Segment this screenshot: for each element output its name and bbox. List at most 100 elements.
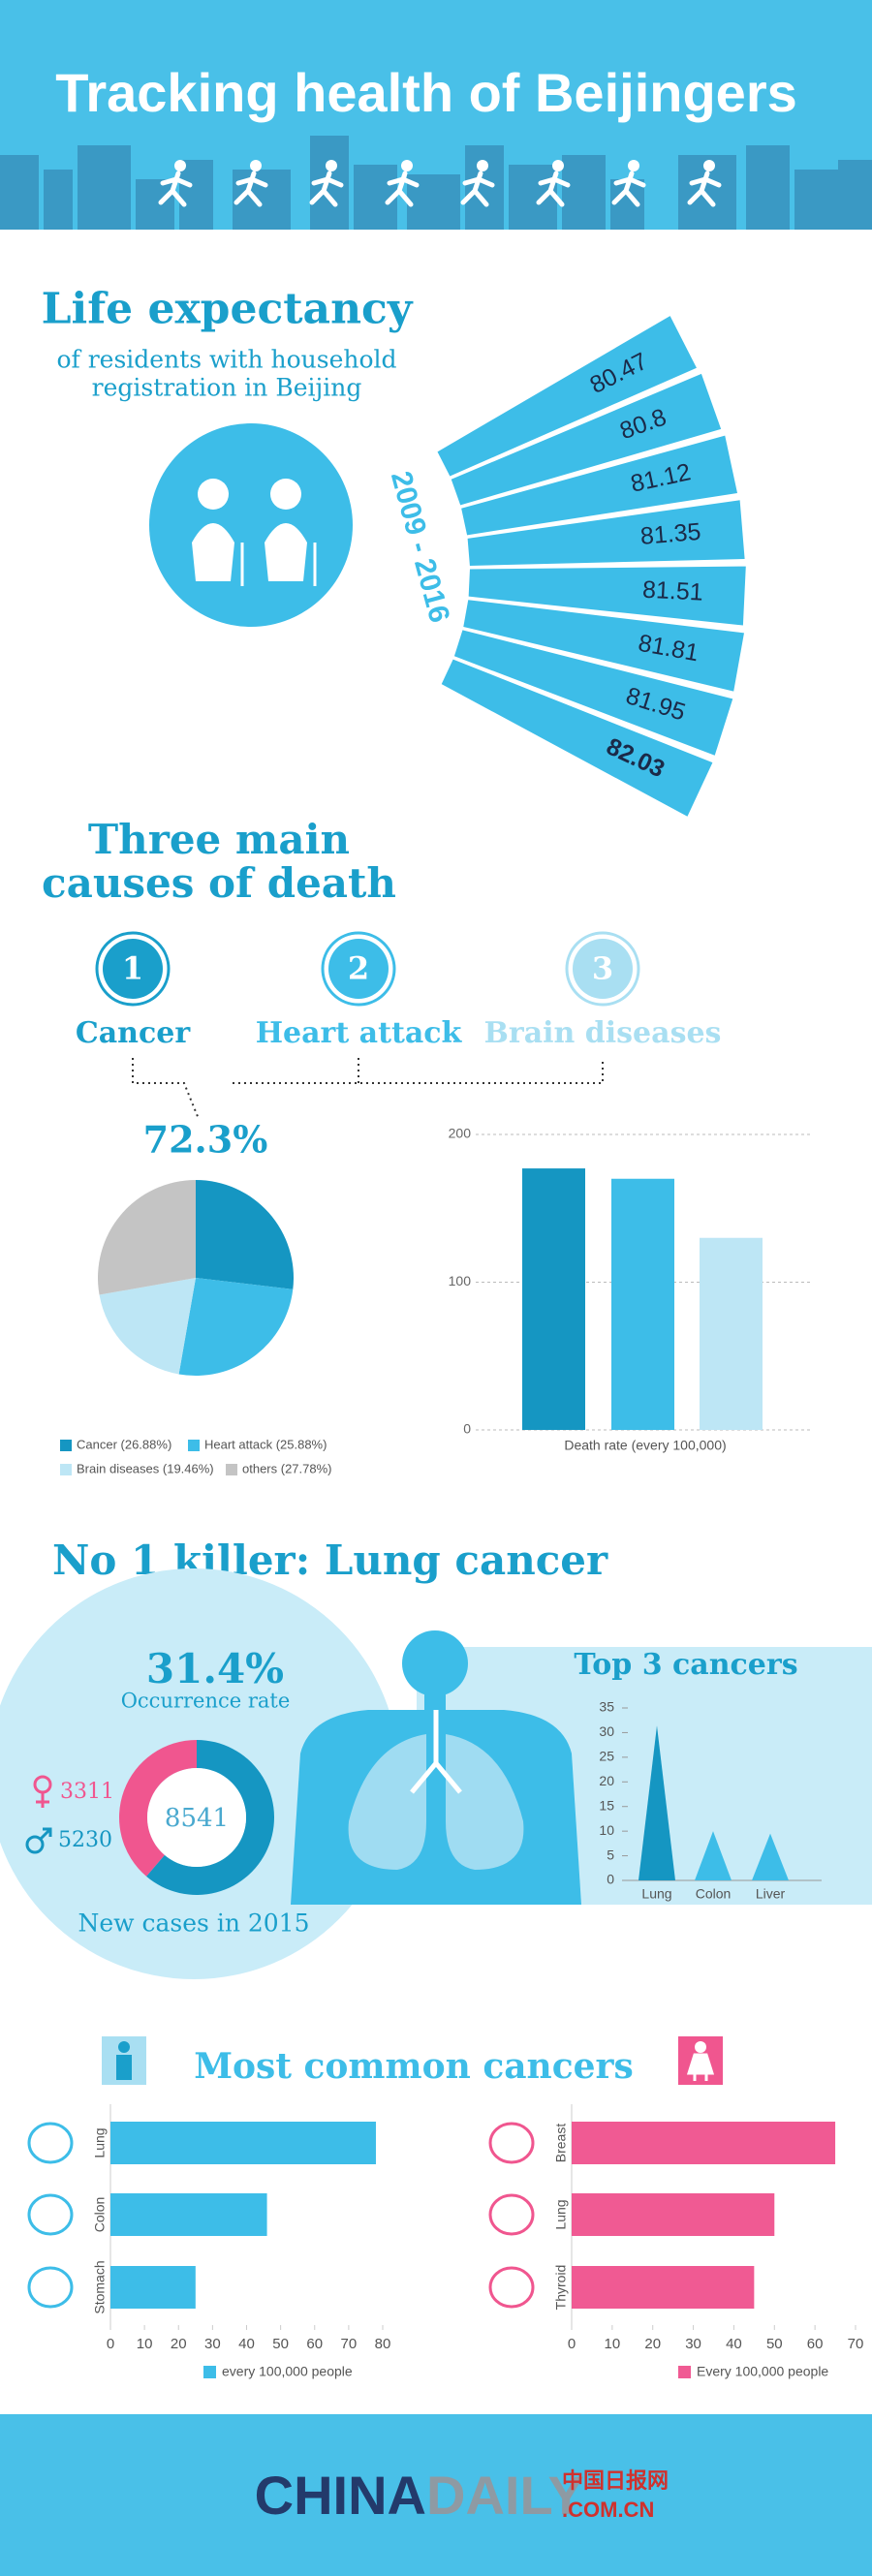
- fan-value-label: 81.35: [639, 518, 702, 550]
- cause-name: Heart attack: [256, 1016, 463, 1050]
- rank-circle: [103, 939, 163, 999]
- section-subtitle: of residents with household: [56, 346, 396, 374]
- occurrence-rate: 31.4%: [146, 1645, 284, 1692]
- bar: [572, 2266, 755, 2309]
- legend-swatch: [203, 2366, 216, 2378]
- x-axis-label: Death rate (every 100,000): [564, 1438, 726, 1453]
- elderly-head: [270, 479, 301, 510]
- building: [746, 145, 790, 230]
- building: [179, 160, 213, 230]
- y-tick-label: 25: [599, 1749, 614, 1764]
- x-tick-label: 0: [107, 2336, 114, 2352]
- section-subtitle: registration in Beijing: [92, 374, 362, 402]
- runner-head: [174, 160, 186, 171]
- runner-head: [250, 160, 262, 171]
- x-tick-label: 0: [568, 2336, 576, 2352]
- occurrence-label: Occurrence rate: [121, 1690, 291, 1713]
- fan-bar: [441, 659, 713, 817]
- x-tick-label: 70: [848, 2336, 864, 2352]
- runner-body: [158, 171, 193, 207]
- building: [44, 170, 73, 230]
- x-tick-label: 60: [306, 2336, 323, 2352]
- x-tick-label: 50: [272, 2336, 289, 2352]
- man-icon-body: [116, 2055, 132, 2080]
- x-tick-label: 60: [807, 2336, 824, 2352]
- female-cases: 3311: [60, 1780, 114, 1804]
- building: [794, 170, 838, 230]
- triangle-mark: [638, 1725, 675, 1880]
- y-tick-label: 0: [463, 1421, 471, 1437]
- category-label: Thyroid: [553, 2265, 569, 2311]
- y-tick-label: 30: [599, 1723, 614, 1739]
- runner-body: [385, 171, 420, 207]
- organ-icon: [488, 2193, 535, 2236]
- x-tick-label: Lung: [641, 1886, 671, 1902]
- donut-slice: [118, 1740, 197, 1877]
- page-title: Tracking health of Beijingers: [55, 62, 797, 123]
- rank-number: 1: [122, 950, 143, 987]
- pie-slice: [97, 1180, 196, 1295]
- y-tick-label: 15: [599, 1797, 614, 1813]
- y-tick-label: 0: [607, 1872, 614, 1887]
- rank-circle: [328, 939, 389, 999]
- elderly-body: [192, 523, 234, 581]
- x-tick-label: 80: [375, 2336, 391, 2352]
- legend-label: others (27.78%): [242, 1461, 332, 1475]
- section-title: Life expectancy: [42, 285, 414, 334]
- organ-icon: [488, 2266, 535, 2309]
- organ-icon: [27, 2266, 74, 2309]
- runner-body: [536, 171, 571, 207]
- legend-swatch: [678, 2366, 691, 2378]
- bar: [110, 2122, 376, 2164]
- building: [562, 155, 606, 230]
- triangle-mark: [695, 1831, 732, 1880]
- legend-label: every 100,000 people: [222, 2364, 353, 2379]
- legend-label: Brain diseases (19.46%): [77, 1461, 214, 1475]
- x-tick-label: 20: [171, 2336, 187, 2352]
- y-tick-label: 100: [449, 1273, 472, 1288]
- section-title: causes of death: [42, 859, 396, 907]
- runner-head: [703, 160, 715, 171]
- triangle-mark: [752, 1833, 789, 1880]
- lung-left: [348, 1734, 426, 1870]
- organ-icon: [27, 2122, 74, 2164]
- x-tick-label: 40: [726, 2336, 742, 2352]
- fan-bar: [451, 373, 722, 506]
- section-title: Three main: [88, 816, 350, 863]
- runner-head: [401, 160, 413, 171]
- fan-bar: [467, 500, 745, 566]
- bar: [611, 1178, 674, 1430]
- x-tick-label: 40: [238, 2336, 255, 2352]
- runner-head: [628, 160, 639, 171]
- brand-china: CHINA: [255, 2465, 426, 2526]
- fan-bar: [437, 316, 697, 477]
- y-tick-label: 5: [607, 1847, 614, 1862]
- male-cases: 5230: [58, 1828, 112, 1852]
- fan-bar: [463, 600, 744, 692]
- runner-body: [234, 171, 268, 207]
- legend-label: Cancer (26.88%): [77, 1437, 171, 1451]
- y-tick-label: 20: [599, 1773, 614, 1788]
- category-label: Stomach: [92, 2260, 108, 2313]
- fan-bar: [468, 566, 746, 626]
- building: [465, 145, 504, 230]
- x-tick-label: 30: [204, 2336, 221, 2352]
- bar: [522, 1168, 585, 1430]
- section-title: Most common cancers: [194, 2046, 634, 2087]
- legend-label: Heart attack (25.88%): [204, 1437, 327, 1451]
- brand-cn: 中国日报网: [562, 2468, 669, 2493]
- y-tick-label: 35: [599, 1699, 614, 1715]
- fan-value-label: 81.51: [641, 576, 703, 606]
- man-icon-head: [118, 2041, 130, 2053]
- organ-icon: [27, 2193, 74, 2236]
- pie-slice: [178, 1278, 294, 1376]
- elderly-body: [265, 523, 307, 581]
- male-symbol-arrow: [39, 1827, 52, 1841]
- donut-caption: New cases in 2015: [78, 1909, 310, 1938]
- elderly-head: [198, 479, 229, 510]
- bar: [110, 2266, 196, 2309]
- pie-slice: [196, 1180, 294, 1289]
- connector: [132, 1058, 604, 1120]
